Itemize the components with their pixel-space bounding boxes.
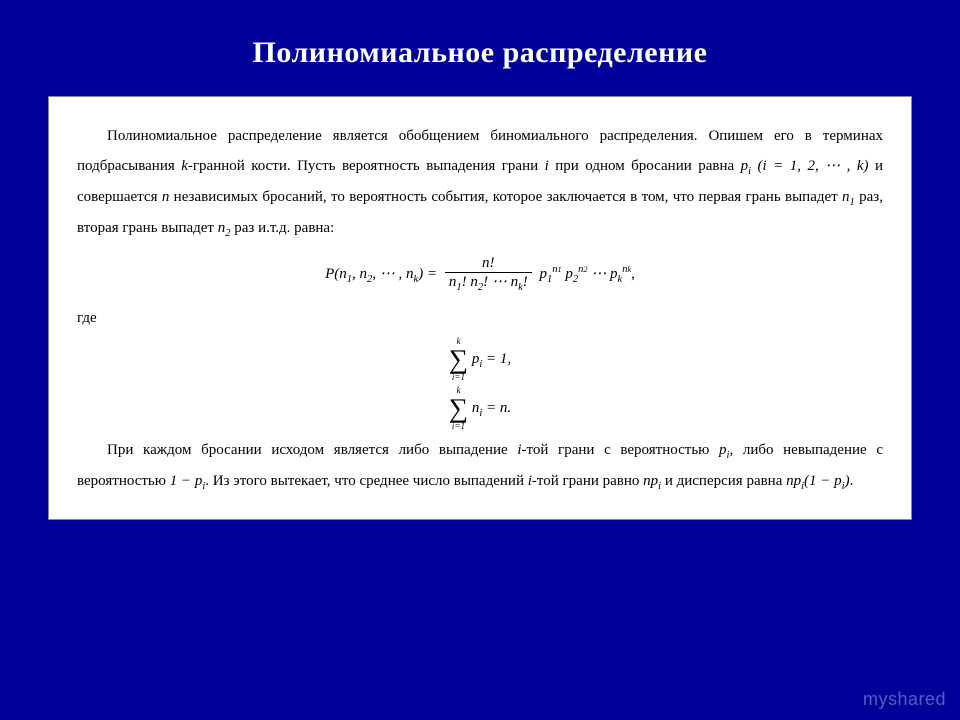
math-npi: npi xyxy=(643,473,661,489)
p2-text-f: и дисперсия равна xyxy=(661,473,786,489)
math-1-minus-pi: 1 − pi xyxy=(170,473,206,489)
main-formula: P(n1, n2, ⋯ , nk) = n! n1! n2! ⋯ nk! p1n… xyxy=(77,254,883,295)
p2-text-b: -той грани с вероятностью xyxy=(522,442,720,458)
p1-text-g: раз и.т.д. равна: xyxy=(231,220,335,236)
watermark: myshared xyxy=(863,689,946,710)
math-n2: n2 xyxy=(218,220,231,236)
paragraph-2: При каждом бросании исходом является либ… xyxy=(77,435,883,497)
content-box: Полиномиальное распределение является об… xyxy=(48,96,912,520)
math-variance: npi(1 − pi) xyxy=(786,473,849,489)
sum-formula-2: k ∑ i=1 ni = n. xyxy=(77,386,883,431)
p1-text-b: -гранной кости. Пусть вероятность выпаде… xyxy=(188,158,545,174)
math-i-range: (i = 1, 2, ⋯ , k) xyxy=(758,158,869,174)
p2-text-d: . Из этого вытекает, что среднее число в… xyxy=(205,473,527,489)
sum-formula-1: k ∑ i=1 pi = 1, xyxy=(77,337,883,382)
math-k: k xyxy=(181,158,188,174)
math-pi: pi xyxy=(741,158,751,174)
p1-text-e: независимых бросаний, то вероятность соб… xyxy=(169,189,842,205)
math-pi-2: pi xyxy=(719,442,729,458)
p1-text-c: при одном бросании равна xyxy=(549,158,741,174)
math-n1: n1 xyxy=(842,189,855,205)
p2-text-e: -той грани равно xyxy=(532,473,643,489)
p2-text-g: . xyxy=(850,473,854,489)
paragraph-1: Полиномиальное распределение является об… xyxy=(77,121,883,244)
slide-title: Полиномиальное распределение xyxy=(0,0,960,96)
p2-text-a: При каждом бросании исходом является либ… xyxy=(107,442,517,458)
where-label: где xyxy=(77,303,883,333)
